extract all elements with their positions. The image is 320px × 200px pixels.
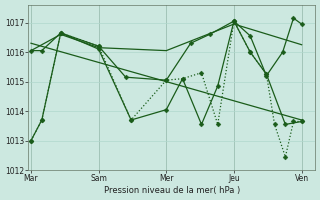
X-axis label: Pression niveau de la mer( hPa ): Pression niveau de la mer( hPa ) [104,186,240,195]
